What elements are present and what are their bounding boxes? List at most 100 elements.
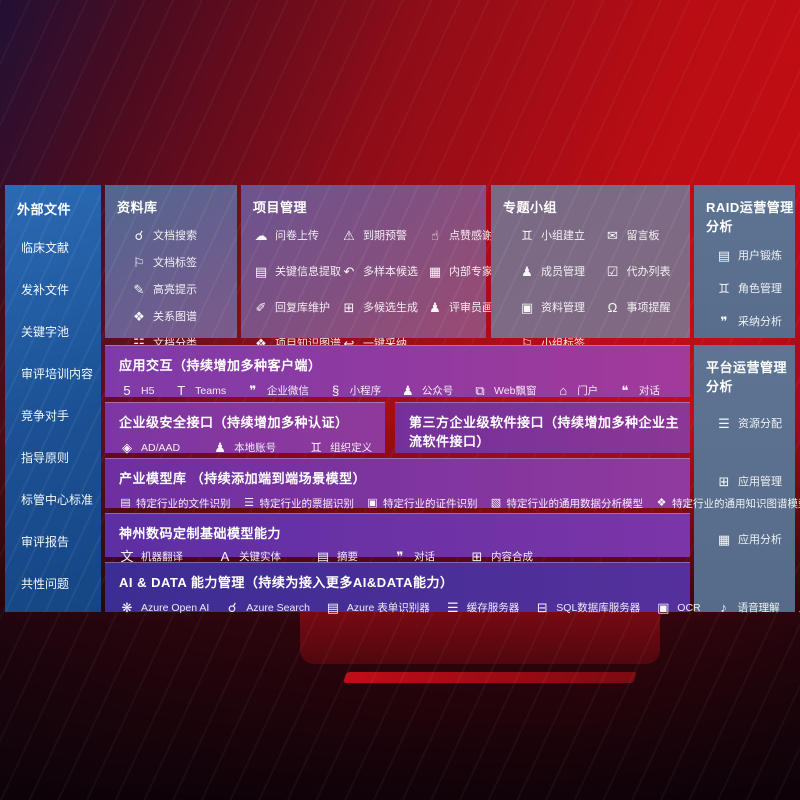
feature-item: ♊ 小组建立	[519, 227, 605, 243]
sidebar-item: 指导原则	[5, 436, 101, 478]
key-entity-icon: A	[220, 549, 230, 564]
knowledge-graph-icon: ❖	[255, 335, 267, 351]
service-item: ☌ Azure Search	[224, 601, 310, 614]
thirdparty-interface-band: 第三方企业级软件接口（持续增加多种企业主流软件接口） ⚙ API自动化设计器	[395, 402, 690, 473]
reply-arrow-icon: ↶	[343, 263, 355, 279]
aidata-items: ❋ Azure Open AI ☌ Azure Search ▤ Azure 表…	[119, 600, 800, 615]
portal-icon: ⌂	[559, 383, 568, 398]
org-define-icon: ♊	[310, 440, 322, 455]
item-label: 特定行业的证件识别	[383, 498, 478, 510]
service-item: ♫ TTS	[795, 601, 800, 614]
bell-icon: Ω	[607, 299, 618, 315]
item-label: 多候选生成	[363, 302, 418, 314]
material-manage-icon: ▣	[520, 299, 534, 315]
role-manage-icon: ♊	[718, 280, 730, 296]
feature-item: ⊞ 应用管理	[716, 473, 795, 489]
capability-item: ▤ 摘要	[315, 549, 358, 564]
service-item: ☰ 缓存服务器	[445, 600, 520, 615]
user-card-icon: ▤	[717, 247, 731, 263]
model-item: ▧ 特定行业的通用数据分析模型	[490, 496, 644, 511]
feature-item: ❖ 关系图谱	[131, 308, 237, 324]
item-label: 资源分配	[738, 418, 782, 430]
item-label: 缓存服务器	[466, 602, 520, 614]
adopt-arrow-icon: ↩	[343, 335, 355, 351]
qa-bubble-icon: ❞	[720, 313, 728, 329]
foundation-model-band: 神州数码定制基础模型能力 文 机器翻译 A 关键实体 ▤ 摘要 ❞ 对话 ⊞ 内…	[105, 513, 690, 563]
teams-icon: T	[177, 383, 186, 398]
item-label: 对话	[414, 551, 435, 563]
service-item: ❋ Azure Open AI	[119, 600, 210, 615]
item-label: 特定行业的通用数据分析模型	[506, 498, 644, 510]
item-label: 回复库维护	[275, 302, 330, 314]
thirdparty-band-title: 第三方企业级软件接口（持续增加多种企业主流软件接口）	[409, 415, 680, 449]
external-files-sidebar: 外部文件 临床文献 发补文件 关键字池 审评培训内容 竞争对手 指导原则 标管中…	[5, 185, 101, 612]
sidebar-item-label: 竞争对手	[21, 408, 70, 423]
data-analysis-model-icon: ▧	[490, 497, 502, 509]
industry-model-band: 产业模型库 （持续添加端到端场景模型） ▤ 特定行业的文件识别 ☰ 特定行业的票…	[105, 458, 800, 511]
item-label: AD/AAD	[141, 441, 181, 454]
interaction-band-title: 应用交互（持续增加多种客户端）	[119, 358, 322, 373]
item-label: 角色管理	[738, 283, 782, 295]
item-label: 资料管理	[541, 302, 585, 314]
item-label: 成员管理	[541, 266, 585, 278]
feature-item: ♟ 评审员画像	[427, 299, 515, 315]
foundation-band-title: 神州数码定制基础模型能力	[119, 526, 282, 541]
item-label: 特定行业的文件识别	[136, 498, 231, 510]
knowledge-graph-model-icon: ❖	[656, 497, 667, 509]
item-label: 应用管理	[738, 476, 782, 488]
sidebar-item: 标管中心标准	[5, 478, 101, 520]
item-label: 小程序	[349, 385, 382, 397]
miniprogram-icon: §	[331, 383, 340, 398]
item-label: 门户	[577, 385, 599, 397]
project-panel-title: 项目管理	[253, 200, 308, 215]
item-label: Azure Open AI	[141, 601, 210, 614]
sidebar-item: 审评培训内容	[5, 352, 101, 394]
service-item: ♪ 语音理解	[716, 600, 779, 615]
models-band-title: 产业模型库 （持续添加端到端场景模型）	[119, 471, 367, 486]
item-label: SQL数据库服务器	[556, 602, 641, 614]
thumbs-up-icon: ☝	[431, 227, 439, 243]
foundation-items: 文 机器翻译 A 关键实体 ▤ 摘要 ❞ 对话 ⊞ 内容合成	[119, 549, 690, 564]
sidebar-item: 发补文件	[5, 268, 101, 310]
item-label: 文档标签	[153, 257, 197, 269]
sidebar-item: 临床文献	[5, 226, 101, 268]
sidebar-item: 关键字池	[5, 310, 101, 352]
model-item: ▤ 特定行业的文件识别	[119, 496, 231, 511]
sidebar-item: 审评报告	[5, 520, 101, 562]
client-item: ♟ 公众号	[400, 383, 453, 398]
azure-openai-icon: ❋	[121, 600, 133, 615]
doc-tag-icon: ⚐	[133, 254, 145, 270]
sidebar-item: 竞争对手	[5, 394, 101, 436]
model-items: ▤ 特定行业的文件识别 ☰ 特定行业的票据识别 ▣ 特定行业的证件识别 ▧ 特定…	[119, 496, 800, 511]
client-item: ⌂ 门户	[555, 383, 598, 398]
item-label: Teams	[195, 384, 227, 397]
apps-grid-icon: ⊞	[718, 473, 730, 489]
client-item: T Teams	[173, 384, 226, 397]
doc-classify-icon: ☷	[133, 335, 145, 351]
sidebar-item: 共性问题	[5, 562, 101, 604]
item-label: 事项提醒	[626, 302, 671, 314]
pen-icon: ✐	[255, 299, 267, 315]
sidebar-item-label: 审评报告	[21, 534, 70, 549]
feature-item: ✎ 高亮提示	[131, 281, 237, 297]
item-label: 本地账号	[234, 442, 277, 454]
client-item: § 小程序	[328, 383, 382, 398]
project-management-panel: 项目管理 ☁ 问卷上传 ⚠ 到期预警 ☝ 点赞感谢 ▤ 关键信息提取 ↶ 多样本…	[241, 185, 515, 350]
group-items: ♊ 小组建立 ✉ 留言板 ♟ 成员管理 ☑ 代办列表 ▣ 资料管理 Ω 事项提醒	[503, 216, 690, 351]
cloud-upload-icon: ☁	[254, 227, 268, 243]
service-item: ▣ OCR	[655, 600, 701, 615]
grid-generate-icon: ⊞	[343, 299, 355, 315]
feature-item: ▤ 用户锻炼	[716, 247, 795, 263]
sidebar-item-label: 共性问题	[21, 576, 70, 591]
item-label: 关系图谱	[153, 311, 197, 323]
item-label: 点赞感谢	[449, 230, 493, 242]
ocr-icon: ▣	[657, 600, 670, 615]
group-tag-icon: ⚐	[521, 335, 533, 351]
item-label: 组织定义	[330, 442, 373, 454]
id-recog-icon: ▣	[367, 497, 378, 509]
item-label: 采纳分析	[738, 316, 782, 328]
relation-graph-icon: ❖	[133, 308, 145, 324]
sidebar-item-label: 审评培训内容	[21, 366, 94, 381]
auth-item: ♊ 组织定义	[308, 440, 372, 455]
feature-item: Ω 事项提醒	[605, 299, 691, 315]
